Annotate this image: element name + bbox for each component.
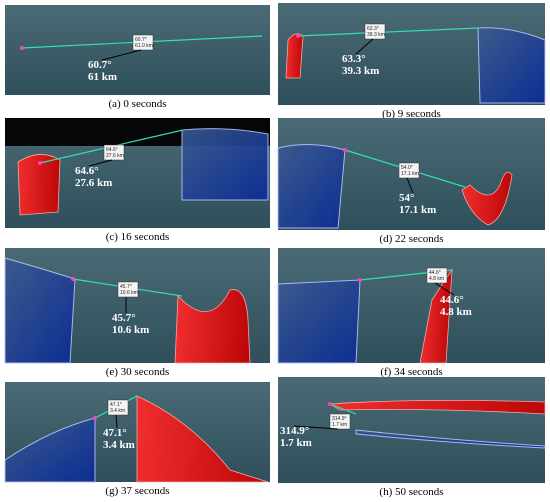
target-marker — [71, 277, 75, 281]
target-marker — [358, 278, 362, 282]
info-box — [329, 413, 351, 430]
sight-line — [329, 403, 357, 415]
info-text: 3.4 km — [110, 408, 125, 414]
info-text: 1.7 km — [332, 422, 347, 428]
info-text: 64.6° — [106, 147, 118, 153]
red-volume — [174, 289, 251, 364]
blue-volume — [277, 143, 346, 229]
info-text: 60.7° — [135, 37, 147, 43]
scene-background — [278, 377, 545, 483]
info-box — [398, 162, 420, 179]
info-text: 39.3 km — [367, 32, 385, 38]
target-marker — [296, 34, 300, 38]
pointer-arrow — [88, 159, 113, 167]
target-marker — [343, 148, 347, 152]
red-volume — [17, 154, 61, 216]
info-box — [103, 144, 125, 161]
target-marker — [20, 46, 24, 50]
red-volume — [328, 400, 546, 415]
info-text: 27.6 km — [106, 153, 124, 159]
blue-volume — [4, 257, 76, 364]
caption: (f) 34 seconds — [380, 366, 442, 378]
info-text: 44.6° — [429, 270, 441, 276]
caption: (g) 37 seconds — [105, 485, 169, 497]
annotation: 61 km — [88, 71, 117, 83]
annotation: 64.6° — [75, 165, 99, 177]
caption: (d) 22 seconds — [379, 233, 443, 245]
pointer-arrow — [434, 282, 455, 296]
target-marker — [93, 416, 97, 420]
red-volume — [136, 395, 269, 483]
info-text: 47.1° — [110, 402, 122, 408]
caption: (b) 9 seconds — [382, 108, 441, 120]
info-text: 4.8 km — [429, 276, 444, 282]
pointer-arrow — [293, 425, 339, 430]
info-box — [364, 23, 386, 40]
annotation: 3.4 km — [103, 439, 135, 451]
caption: (h) 50 seconds — [379, 486, 443, 498]
caption: (e) 30 seconds — [106, 366, 170, 378]
annotation: 60.7° — [88, 59, 112, 71]
annotation: 63.3° — [342, 53, 366, 65]
info-text: 45.7° — [120, 284, 132, 290]
pointer-arrow — [406, 177, 414, 194]
red-volume — [461, 171, 513, 226]
blue-volume — [355, 429, 546, 449]
annotation: 45.7° — [112, 312, 136, 324]
info-text: 314.9° — [332, 416, 347, 422]
pointer-arrow — [355, 38, 374, 55]
pointer-arrow — [115, 414, 118, 429]
annotation: 54° — [399, 192, 414, 204]
annotation: 44.6° — [440, 294, 464, 306]
sight-line — [297, 27, 479, 37]
pointer-arrow — [101, 49, 142, 61]
annotation: 17.1 km — [399, 204, 436, 216]
annotation: 1.7 km — [280, 437, 312, 449]
annotation: 39.3 km — [342, 65, 379, 77]
info-box — [426, 267, 448, 284]
info-box — [107, 399, 129, 416]
target-marker — [38, 161, 42, 165]
red-volume — [285, 33, 304, 79]
info-text: 54.0° — [401, 165, 413, 171]
annotation: 47.1° — [103, 427, 127, 439]
annotation: 4.8 km — [440, 306, 472, 318]
info-text: 61.0 km — [135, 43, 153, 49]
caption: (c) 16 seconds — [106, 231, 170, 243]
caption: (a) 0 seconds — [108, 98, 166, 110]
blue-volume — [181, 128, 269, 201]
annotation: 10.6 km — [112, 324, 149, 336]
annotation: 27.6 km — [75, 177, 112, 189]
info-text: 17.1 km — [401, 171, 419, 177]
blue-volume — [4, 417, 96, 483]
annotation: 314.9° — [280, 425, 309, 437]
blue-volume — [477, 27, 546, 104]
blue-volume — [277, 279, 361, 364]
info-text: 63.3° — [367, 26, 379, 32]
info-text: 10.6 km — [120, 290, 138, 296]
info-box — [117, 281, 139, 298]
info-box — [132, 34, 154, 51]
target-marker — [328, 402, 332, 406]
